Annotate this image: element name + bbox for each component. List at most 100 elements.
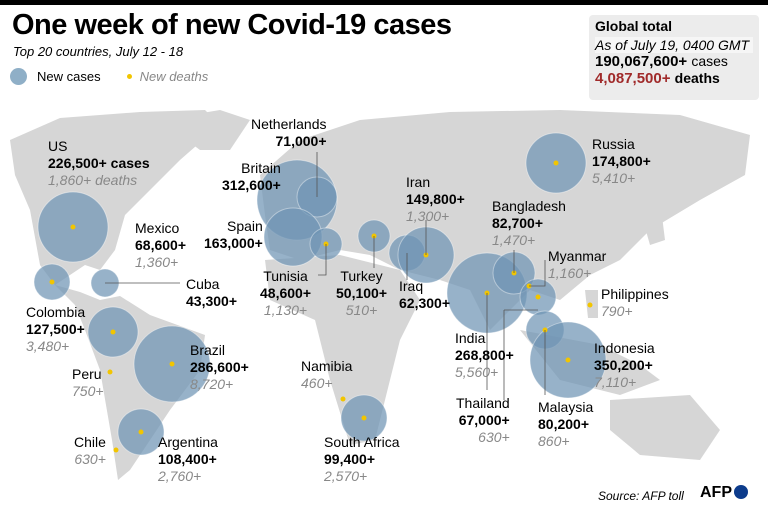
label-argentina: Argentina 108,400+ 2,760+: [158, 434, 218, 485]
new-cases-bubble-icon: [10, 68, 27, 85]
country-name: Philippines: [601, 286, 669, 302]
country-name: Britain: [241, 160, 281, 176]
label-namibia: Namibia 460+: [301, 358, 352, 392]
label-tunisia: Tunisia 48,600+ 1,130+: [260, 268, 311, 319]
global-cases-value: 190,067,600+: [595, 53, 688, 70]
deaths: 790+: [601, 303, 633, 319]
country-name: Myanmar: [548, 248, 607, 264]
cases: 62,300+: [399, 295, 450, 311]
cases: 226,500+ cases: [48, 155, 150, 171]
country-name: Malaysia: [538, 399, 594, 415]
label-iran: Iran 149,800+ 1,300+: [406, 174, 465, 225]
cases: 67,000+: [458, 412, 510, 428]
afp-logo: AFP: [700, 484, 748, 502]
label-spain: Spain 163,000+: [204, 218, 263, 252]
country-name: South Africa: [324, 434, 400, 450]
cases: 286,600+: [190, 359, 249, 375]
deaths: 2,570+: [324, 468, 368, 484]
cases: 163,000+: [204, 235, 263, 251]
global-total-box: Global total As of July 19, 0400 GMT 190…: [589, 15, 759, 100]
label-mexico: Mexico 68,600+ 1,360+: [135, 220, 186, 271]
global-heading: Global total: [595, 18, 672, 34]
country-name: Russia: [592, 136, 635, 152]
country-name: Indonesia: [594, 340, 655, 356]
deaths: 510+: [345, 302, 378, 318]
label-philippines: Philippines 790+: [601, 286, 669, 320]
country-name: Mexico: [135, 220, 180, 236]
global-cases-unit: cases: [691, 53, 728, 69]
deaths: 630+: [74, 451, 106, 467]
death-dots: [49, 160, 593, 453]
global-as-of: As of July 19, 0400 GMT: [595, 37, 753, 53]
cases: 50,100+: [336, 285, 387, 301]
cases: 149,800+: [406, 191, 465, 207]
country-name: Bangladesh: [492, 198, 566, 214]
label-turkey: Turkey 50,100+ 510+: [336, 268, 387, 319]
deaths: 3,480+: [26, 338, 70, 354]
country-name: Cuba: [186, 276, 220, 292]
country-name: Turkey: [340, 268, 383, 284]
page-title: One week of new Covid-19 cases: [12, 9, 452, 41]
deaths: 630+: [478, 429, 510, 445]
deaths: 750+: [72, 383, 104, 399]
label-india: India 268,800+ 5,560+: [455, 330, 514, 381]
legend-cases: New cases: [37, 69, 101, 84]
label-brazil: Brazil 286,600+ 8,720+: [190, 342, 249, 393]
label-russia: Russia 174,800+ 5,410+: [592, 136, 651, 187]
country-name: Spain: [226, 218, 263, 234]
cases: 82,700+: [492, 215, 543, 231]
country-name: Netherlands: [251, 116, 327, 132]
country-name: Colombia: [26, 304, 86, 320]
cases: 99,400+: [324, 451, 375, 467]
country-name: Tunisia: [263, 268, 308, 284]
label-malaysia: Malaysia 80,200+ 860+: [538, 399, 593, 450]
deaths: 1,860+ deaths: [48, 172, 138, 188]
deaths: 860+: [538, 433, 570, 449]
deaths: 5,410+: [592, 170, 636, 186]
deaths: 460+: [301, 375, 333, 391]
cases: 108,400+: [158, 451, 217, 467]
global-deaths-value: 4,087,500+: [595, 70, 671, 87]
cases: 43,300+: [186, 293, 237, 309]
label-netherlands: Netherlands 71,000+: [251, 116, 327, 150]
label-indonesia: Indonesia 350,200+ 7,110+: [594, 340, 655, 391]
label-peru: Peru 750+: [72, 366, 104, 400]
country-name: India: [455, 330, 486, 346]
afp-logo-text: AFP: [700, 484, 732, 501]
afp-logo-circle-icon: [734, 485, 748, 499]
country-name: Thailand: [456, 395, 510, 411]
cases: 268,800+: [455, 347, 514, 363]
cases: 68,600+: [135, 237, 186, 253]
legend-deaths: New deaths: [139, 69, 209, 84]
deaths: 8,720+: [190, 376, 234, 392]
country-name: US: [48, 138, 68, 154]
label-iraq: Iraq 62,300+: [399, 278, 450, 312]
cases: 174,800+: [592, 153, 651, 169]
country-name: Chile: [74, 434, 106, 450]
label-chile: Chile 630+: [74, 434, 106, 468]
cases: 71,000+: [275, 133, 327, 149]
new-deaths-dot-icon: [126, 74, 132, 79]
deaths: 1,470+: [492, 232, 536, 248]
cases: 312,600+: [222, 177, 281, 193]
label-colombia: Colombia 127,500+ 3,480+: [26, 304, 85, 355]
country-name: Iran: [406, 174, 431, 190]
country-name: Peru: [72, 366, 102, 382]
label-thailand: Thailand 67,000+ 630+: [456, 395, 510, 446]
cases: 127,500+: [26, 321, 85, 337]
deaths: 1,360+: [135, 254, 179, 270]
global-cases: 190,067,600+ cases: [595, 53, 753, 70]
label-myanmar: Myanmar 1,160+: [548, 248, 606, 282]
leader-lines: [105, 152, 546, 400]
deaths: 2,760+: [158, 468, 202, 484]
deaths: 1,160+: [548, 265, 592, 281]
top-bar: [0, 0, 768, 5]
deaths: 1,130+: [263, 302, 308, 318]
global-deaths: 4,087,500+ deaths: [595, 70, 753, 87]
label-bangladesh: Bangladesh 82,700+ 1,470+: [492, 198, 566, 249]
label-south-africa: South Africa 99,400+ 2,570+: [324, 434, 400, 485]
cases: 48,600+: [260, 285, 311, 301]
country-name: Namibia: [301, 358, 353, 374]
legend: New cases New deaths: [10, 68, 208, 85]
